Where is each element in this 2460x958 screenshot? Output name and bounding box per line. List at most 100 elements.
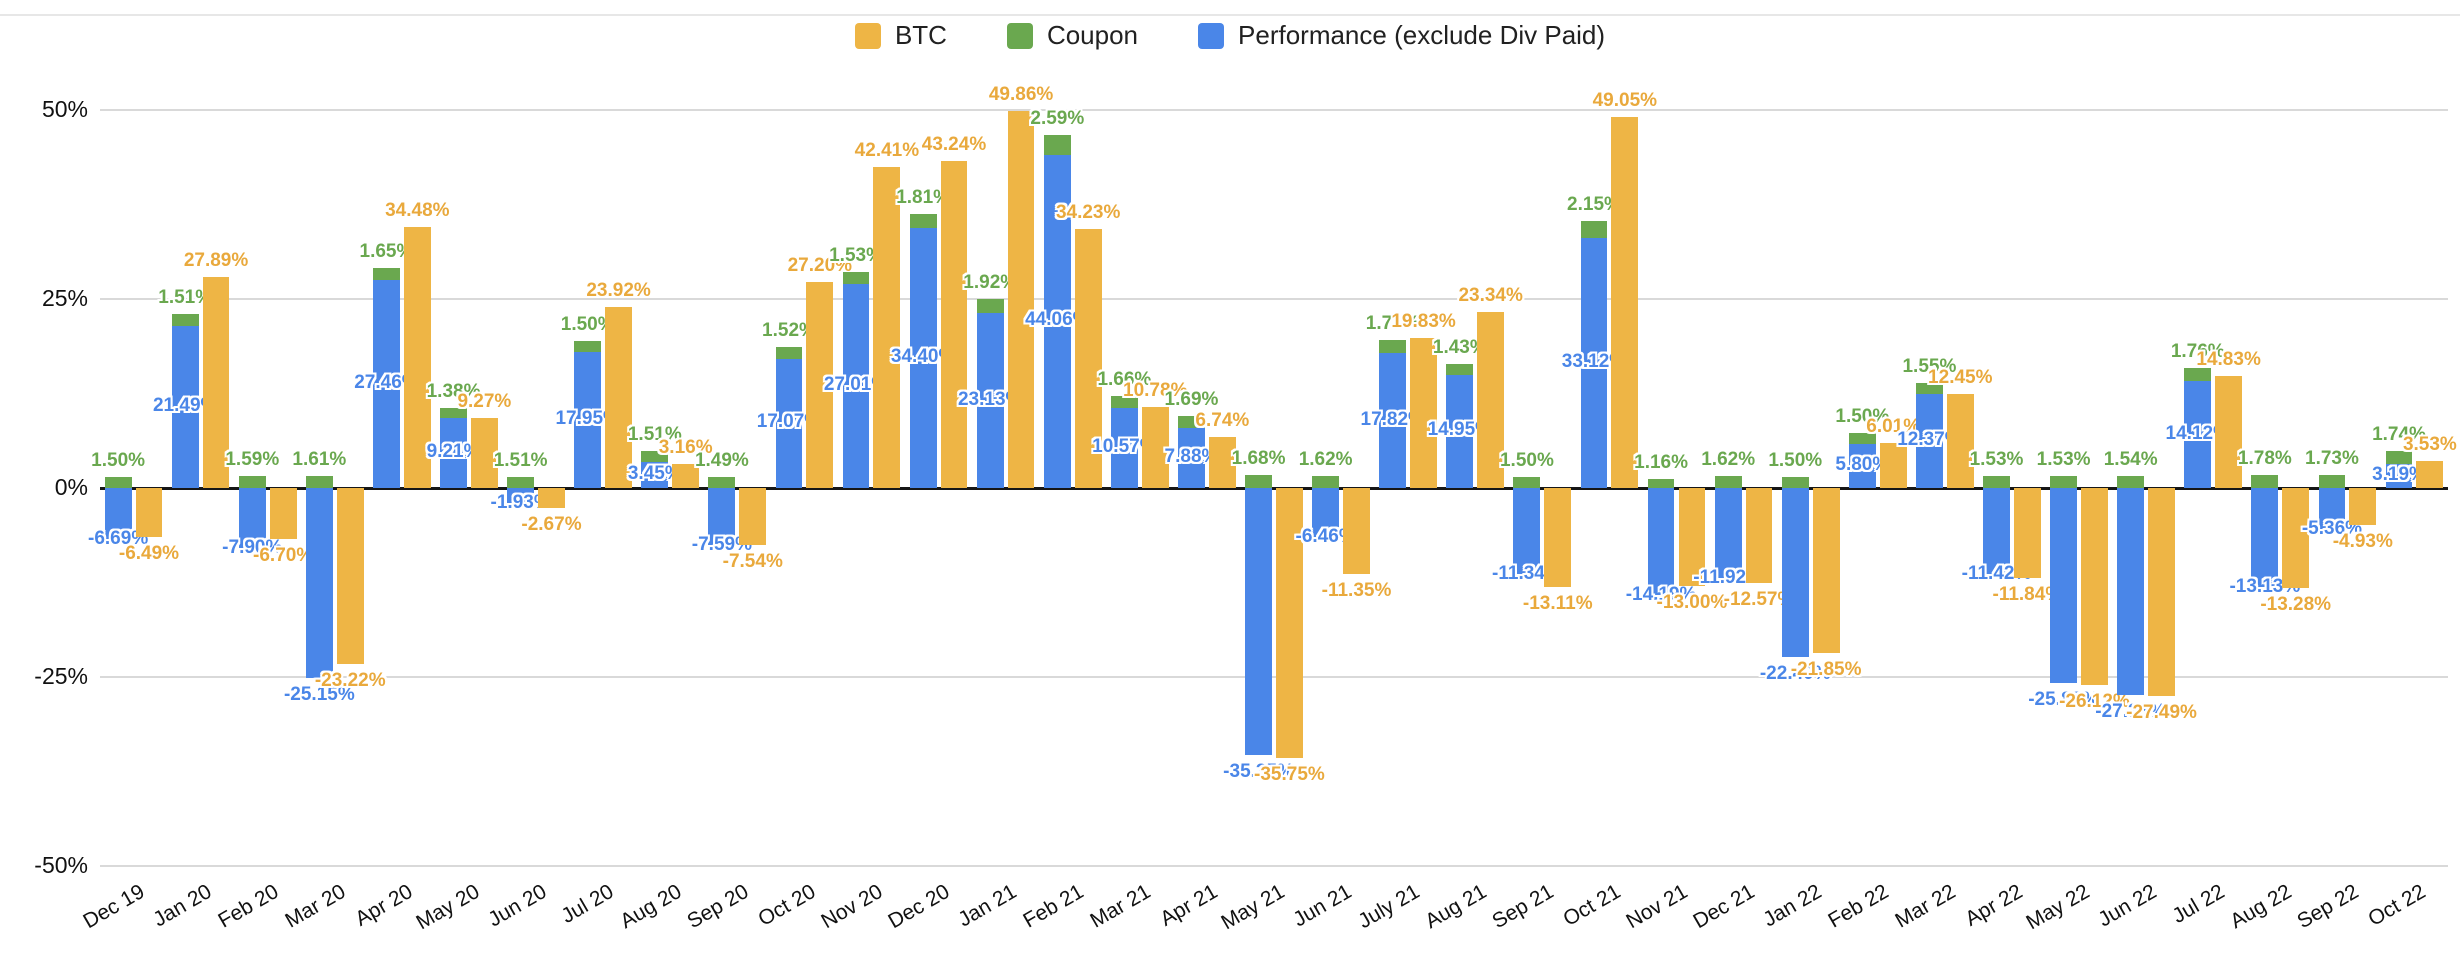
btc-bar[interactable]: [2013, 488, 2041, 578]
btc-bar[interactable]: [605, 307, 632, 488]
coupon-bar[interactable]: [1580, 221, 1608, 238]
btc-bar[interactable]: [269, 488, 297, 539]
coupon-bar[interactable]: [305, 475, 333, 488]
coupon-bar[interactable]: [373, 267, 400, 281]
performance-bar[interactable]: [1379, 353, 1407, 488]
coupon-bar[interactable]: [1848, 432, 1876, 445]
btc-bar[interactable]: [1879, 442, 1907, 488]
coupon-bar[interactable]: [507, 476, 535, 488]
btc-bar[interactable]: [538, 488, 565, 509]
performance-bar[interactable]: [909, 227, 937, 488]
btc-bar[interactable]: [1678, 488, 1706, 587]
coupon-bar[interactable]: [1513, 476, 1541, 488]
btc-bar[interactable]: [202, 277, 230, 488]
btc-bar[interactable]: [1745, 488, 1773, 584]
btc-bar[interactable]: [1812, 488, 1840, 654]
coupon-bar[interactable]: [104, 476, 132, 488]
coupon-bar[interactable]: [842, 272, 870, 284]
btc-bar[interactable]: [2349, 488, 2377, 526]
performance-bar[interactable]: [1580, 237, 1608, 488]
coupon-bar[interactable]: [1916, 382, 1943, 395]
coupon-bar[interactable]: [1245, 475, 1272, 488]
coupon-bar[interactable]: [1647, 479, 1675, 488]
performance-bar[interactable]: [440, 418, 467, 488]
btc-bar[interactable]: [1410, 338, 1437, 488]
btc-bar[interactable]: [672, 464, 700, 488]
coupon-bar[interactable]: [1312, 475, 1340, 488]
performance-bar[interactable]: [2184, 381, 2212, 488]
btc-bar[interactable]: [1007, 111, 1035, 488]
performance-bar[interactable]: [238, 488, 266, 548]
btc-bar[interactable]: [1544, 488, 1572, 588]
coupon-bar[interactable]: [2318, 474, 2346, 488]
performance-bar[interactable]: [1446, 374, 1474, 488]
performance-bar[interactable]: [373, 280, 400, 488]
performance-bar[interactable]: [976, 313, 1004, 488]
btc-bar[interactable]: [2081, 488, 2108, 686]
performance-bar[interactable]: [641, 461, 669, 488]
coupon-bar[interactable]: [1043, 135, 1071, 155]
coupon-bar[interactable]: [708, 476, 736, 488]
performance-bar[interactable]: [1781, 488, 1809, 658]
performance-bar[interactable]: [507, 488, 535, 503]
coupon-bar[interactable]: [2251, 474, 2279, 488]
performance-bar[interactable]: [1983, 488, 2010, 575]
coupon-bar[interactable]: [775, 347, 803, 359]
coupon-bar[interactable]: [440, 407, 467, 419]
coupon-bar[interactable]: [2050, 476, 2077, 488]
coupon-bar[interactable]: [171, 314, 199, 326]
legend-item-btc[interactable]: BTC: [854, 20, 947, 51]
coupon-bar[interactable]: [1446, 364, 1474, 375]
performance-bar[interactable]: [305, 488, 333, 679]
performance-bar[interactable]: [2385, 463, 2413, 488]
btc-bar[interactable]: [739, 488, 767, 545]
coupon-bar[interactable]: [1983, 476, 2010, 488]
performance-bar[interactable]: [104, 488, 132, 539]
btc-bar[interactable]: [1477, 311, 1505, 488]
performance-bar[interactable]: [574, 352, 602, 488]
coupon-bar[interactable]: [574, 340, 602, 353]
performance-bar[interactable]: [1647, 488, 1675, 596]
legend-item-coupon[interactable]: Coupon: [1006, 20, 1138, 51]
performance-bar[interactable]: [1245, 488, 1272, 756]
btc-bar[interactable]: [940, 161, 968, 488]
btc-bar[interactable]: [1208, 437, 1236, 488]
performance-bar[interactable]: [1110, 408, 1138, 488]
performance-bar[interactable]: [2251, 488, 2279, 588]
btc-bar[interactable]: [336, 488, 364, 664]
coupon-bar[interactable]: [1781, 476, 1809, 488]
performance-bar[interactable]: [1916, 394, 1943, 488]
btc-bar[interactable]: [2416, 461, 2444, 488]
btc-bar[interactable]: [2282, 488, 2310, 589]
btc-bar[interactable]: [1141, 406, 1169, 488]
coupon-bar[interactable]: [909, 214, 937, 228]
performance-bar[interactable]: [2318, 488, 2346, 529]
legend-item-performance-exclude-div-paid[interactable]: Performance (exclude Div Paid): [1198, 20, 1605, 51]
performance-bar[interactable]: [1714, 488, 1742, 579]
coupon-bar[interactable]: [641, 450, 669, 462]
btc-bar[interactable]: [1074, 229, 1102, 488]
coupon-bar[interactable]: [976, 298, 1004, 314]
btc-bar[interactable]: [1611, 117, 1639, 488]
btc-bar[interactable]: [2148, 488, 2175, 696]
coupon-bar[interactable]: [238, 475, 266, 488]
btc-bar[interactable]: [1343, 488, 1370, 574]
coupon-bar[interactable]: [1714, 475, 1742, 488]
performance-bar[interactable]: [171, 325, 199, 488]
performance-bar[interactable]: [1178, 428, 1205, 488]
performance-bar[interactable]: [1513, 488, 1541, 574]
btc-bar[interactable]: [806, 282, 834, 488]
btc-bar[interactable]: [2215, 375, 2243, 488]
btc-bar[interactable]: [1946, 393, 1974, 488]
performance-bar[interactable]: [708, 488, 736, 546]
btc-bar[interactable]: [1276, 488, 1303, 759]
btc-bar[interactable]: [135, 488, 163, 538]
coupon-bar[interactable]: [1379, 340, 1407, 354]
coupon-bar[interactable]: [2117, 476, 2145, 488]
performance-bar[interactable]: [1312, 488, 1340, 537]
performance-bar[interactable]: [1043, 154, 1071, 488]
btc-bar[interactable]: [470, 417, 498, 488]
performance-bar[interactable]: [2050, 488, 2077, 684]
coupon-bar[interactable]: [2385, 450, 2413, 464]
